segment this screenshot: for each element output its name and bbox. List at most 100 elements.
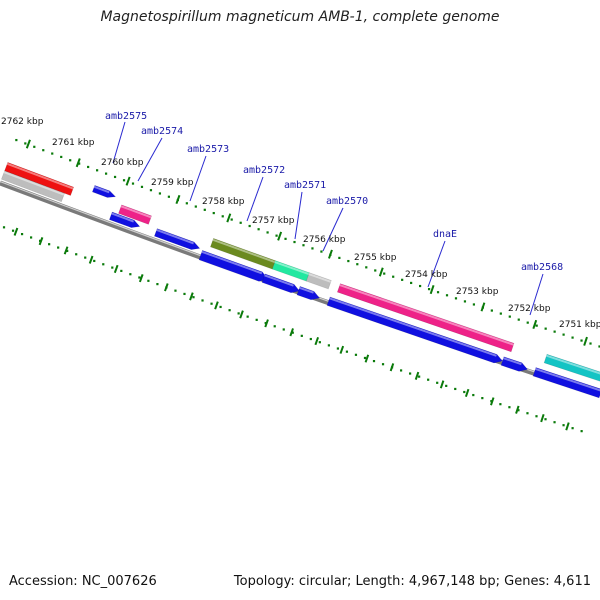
kbp-tick (532, 319, 538, 329)
scale-dot (409, 372, 412, 375)
scale-dot (472, 393, 475, 397)
scale-dot (131, 182, 135, 185)
cds-arrow[interactable] (296, 285, 321, 301)
gene-label-amb2568[interactable]: amb2568 (521, 262, 563, 273)
cds-arrow[interactable] (500, 356, 529, 372)
scale-dot (255, 318, 258, 321)
gene-feature-red[interactable] (4, 162, 75, 196)
scale-dot (219, 305, 222, 309)
scale-dot (282, 328, 285, 331)
scale-dot (104, 172, 108, 175)
scale-dot (75, 253, 78, 256)
scale-dot (29, 236, 33, 239)
scale-dot (436, 291, 440, 294)
scale-dot (111, 266, 114, 269)
scale-dot (553, 330, 556, 333)
gene-label-dnae[interactable]: dnaE (433, 229, 457, 240)
kbp-label: 2754 kbp (405, 270, 448, 280)
minor-tick (38, 237, 44, 246)
minor-tick (414, 371, 420, 380)
kbp-label: 2751 kbp (559, 320, 600, 330)
gene-features[interactable] (1, 162, 600, 399)
kbp-tick (480, 302, 486, 312)
gene-feature-amb2570-shine (308, 273, 332, 283)
kbp-label: 2758 kbp (202, 197, 245, 207)
cds-arrow[interactable] (261, 273, 301, 294)
scale-dot (239, 221, 242, 224)
scale-dot (589, 342, 592, 345)
scale-dot (481, 397, 484, 400)
minor-tick (164, 283, 169, 292)
scale-dot (508, 315, 511, 318)
scale-dot (445, 384, 448, 387)
scale-dot (427, 378, 430, 381)
minor-tick (364, 354, 370, 363)
kbp-tick (583, 336, 588, 346)
scale-dot (192, 296, 195, 299)
kbp-label: 2762 kbp (1, 117, 44, 127)
minor-tick (289, 328, 294, 337)
scale-dot (374, 269, 377, 272)
scale-dot (320, 250, 323, 253)
scale-dot (363, 356, 367, 360)
kbp-tick (328, 249, 333, 259)
kbp-label: 2761 kbp (52, 138, 95, 148)
scale-dot (526, 321, 529, 324)
scale-dot (15, 138, 18, 142)
minor-tick (389, 363, 395, 372)
scale-dot (149, 189, 153, 192)
gene-feature-amb2570[interactable] (305, 272, 332, 290)
cds-block-shine (201, 250, 263, 275)
scale-dot (347, 259, 350, 263)
scale-dot (463, 300, 467, 303)
gene-label-amb2575[interactable]: amb2575 (105, 111, 147, 122)
kbp-tick (429, 284, 435, 295)
minor-tick (339, 345, 345, 354)
scale-dot (185, 202, 188, 205)
gene-label-amb2572[interactable]: amb2572 (243, 165, 285, 176)
gene-label-amb2571[interactable]: amb2571 (284, 180, 326, 191)
minor-tick (214, 301, 219, 310)
cds-block[interactable] (532, 367, 600, 399)
scale-dot (266, 231, 269, 234)
kbp-tick (75, 158, 81, 168)
cds-block[interactable] (326, 296, 504, 364)
kbp-tick (175, 194, 181, 205)
scale-dot (418, 375, 421, 378)
cds-arrow[interactable] (91, 184, 117, 198)
kbp-tick (226, 213, 232, 223)
gene-feature-amb2568-shine (546, 354, 600, 375)
scale-dot (210, 302, 213, 305)
gene-feature-dnae-shine (339, 284, 514, 346)
scale-dot (194, 205, 197, 208)
scale-dot (293, 240, 296, 244)
gene-label-amb2570[interactable]: amb2570 (326, 196, 368, 207)
minor-tick (515, 405, 520, 414)
scale-dot (102, 263, 105, 266)
scale-dot (490, 309, 493, 312)
gene-feature-red-shine (6, 162, 74, 190)
minor-tick (63, 246, 69, 255)
scale-dot (237, 312, 240, 315)
kbp-label: 2759 kbp (151, 178, 194, 188)
gene-feature-grey[interactable] (1, 170, 65, 203)
scale-dot (158, 192, 162, 195)
scale-dot (203, 208, 206, 211)
gene-label-amb2573[interactable]: amb2573 (187, 144, 229, 155)
cds-arrow[interactable] (153, 228, 201, 250)
scale-dot (356, 263, 359, 266)
scale-dot (302, 244, 305, 247)
gene-feature-amb2574[interactable] (118, 204, 152, 225)
gene-feature-amb2568[interactable] (543, 353, 600, 382)
gene-feature-dnae[interactable] (336, 283, 515, 353)
minor-tick (490, 397, 495, 406)
minor-tick (113, 264, 119, 274)
scale-dot (327, 344, 330, 347)
scale-dot (318, 341, 321, 344)
cds-arrow[interactable] (108, 211, 141, 228)
scale-dot (418, 284, 422, 288)
gene-label-amb2574[interactable]: amb2574 (141, 126, 183, 137)
minor-tick (540, 414, 545, 423)
scale-dot (499, 403, 502, 406)
